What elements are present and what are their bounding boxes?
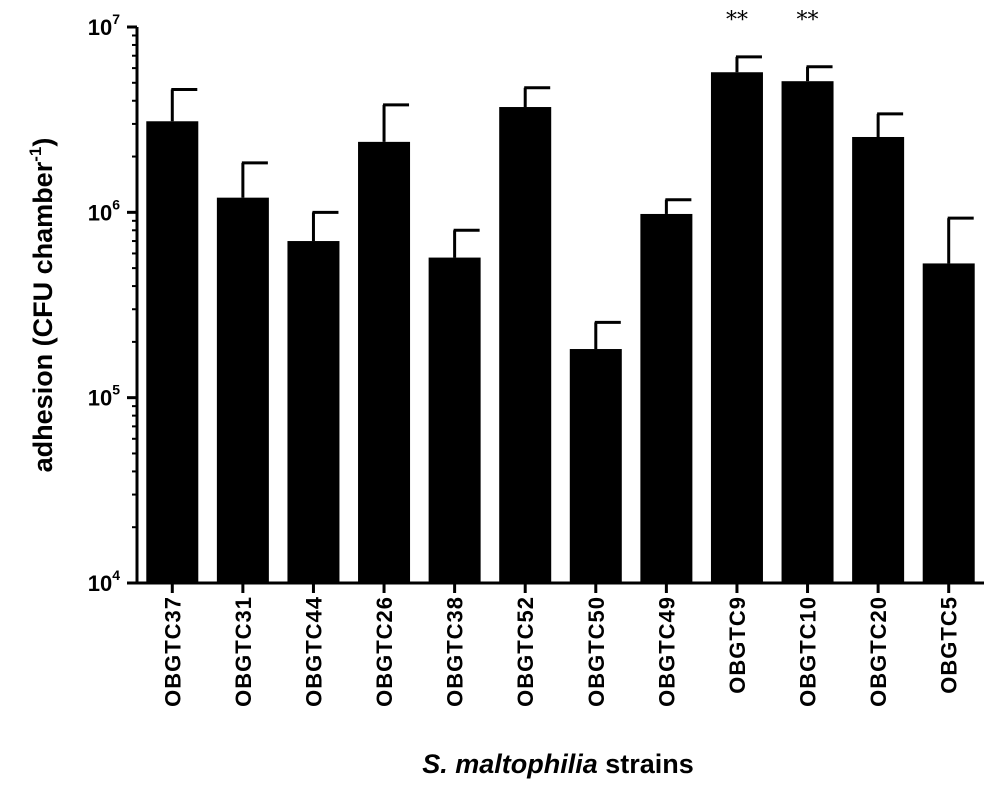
x-tick-label-obgtc50: OBGTC50 [584,596,609,707]
x-axis-title-rest: strains [598,749,694,779]
x-tick-label-obgtc31: OBGTC31 [231,596,256,707]
y-ticks: 104 105 106 107 [88,11,137,596]
bar-obgtc5 [922,263,975,583]
error-bars [170,55,974,350]
x-tick-labels: OBGTC37 OBGTC31 OBGTC44 OBGTC26 OBGTC38 OBGTC… [160,583,962,707]
x-tick-label-obgtc49: OBGTC49 [654,596,679,707]
bar-obgtc49 [640,213,693,584]
significance-mark-obgtc10: ** [797,8,819,33]
bar-obgtc50 [569,349,622,583]
bar-obgtc52 [499,107,552,583]
bar-obgtc10 [781,81,834,583]
bar-obgtc20 [852,136,905,583]
x-tick-label-obgtc38: OBGTC38 [443,596,468,707]
bar-obgtc31 [216,197,269,584]
significance-mark-obgtc9: ** [726,8,748,33]
y-axis-title-close: ) [28,138,58,147]
bar-obgtc26 [358,141,411,583]
y-axis-title: adhesion (CFU chamber-1) [26,138,58,473]
x-tick-label-obgtc9: OBGTC9 [725,596,750,694]
significance-annotations: ** ** [726,8,819,33]
x-tick-label-obgtc20: OBGTC20 [866,596,891,707]
x-tick-label-obgtc44: OBGTC44 [301,596,326,707]
y-tick-label: 105 [88,382,120,411]
x-tick-label-obgtc52: OBGTC52 [513,596,538,707]
x-axis-title: S. maltophilia strains [422,749,694,779]
bar-obgtc37 [146,121,199,583]
y-axis-title-sup: -1 [26,147,45,162]
x-axis-title-italic: S. maltophilia [422,749,598,779]
bar-obgtc38 [428,257,481,583]
bar-obgtc44 [287,241,340,584]
y-tick-label: 106 [88,196,120,225]
y-tick-label: 104 [88,567,120,596]
bar-obgtc9 [710,72,763,583]
axes [135,27,984,585]
x-tick-label-obgtc5: OBGTC5 [937,596,962,694]
y-axis-title-main: adhesion (CFU chamber [28,161,58,472]
x-tick-label-obgtc26: OBGTC26 [372,596,397,707]
bars [146,72,975,584]
y-tick-label: 107 [88,11,120,40]
x-tick-label-obgtc37: OBGTC37 [160,596,185,707]
x-tick-label-obgtc10: OBGTC10 [796,596,821,707]
